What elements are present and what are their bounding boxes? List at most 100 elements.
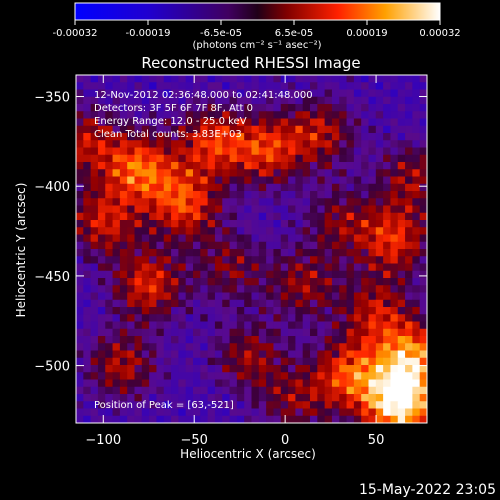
heatmap-pixel <box>397 415 406 423</box>
heatmap-pixel <box>419 292 427 301</box>
heatmap-pixel <box>156 270 165 279</box>
heatmap-pixel <box>353 205 362 214</box>
heatmap-pixel <box>258 191 267 199</box>
heatmap-pixel <box>412 270 421 279</box>
heatmap-pixel <box>119 220 128 228</box>
heatmap-pixel <box>119 401 128 410</box>
heatmap-pixel <box>134 292 143 301</box>
heatmap-pixel <box>193 147 201 156</box>
heatmap-pixel <box>185 328 194 337</box>
heatmap-pixel <box>83 285 92 294</box>
heatmap-pixel <box>295 191 304 199</box>
heatmap-pixel <box>134 278 143 286</box>
heatmap-pixel <box>405 249 413 257</box>
heatmap-pixel <box>185 96 194 105</box>
heatmap-pixel <box>214 241 223 250</box>
heatmap-pixel <box>119 104 128 112</box>
heatmap-pixel <box>419 169 427 178</box>
heatmap-pixel <box>273 256 282 265</box>
heatmap-pixel <box>214 336 223 344</box>
heatmap-pixel <box>200 401 209 410</box>
heatmap-pixel <box>317 234 326 243</box>
heatmap-pixel <box>222 220 231 228</box>
heatmap-pixel <box>236 263 245 272</box>
heatmap-pixel <box>105 314 114 323</box>
heatmap-pixel <box>397 183 406 192</box>
heatmap-pixel <box>302 140 311 149</box>
heatmap-pixel <box>141 212 150 221</box>
heatmap-pixel <box>251 111 260 120</box>
heatmap-pixel <box>193 278 201 286</box>
heatmap-pixel <box>83 140 92 149</box>
heatmap-pixel <box>141 96 150 105</box>
heatmap-pixel <box>163 386 172 395</box>
heatmap-pixel <box>331 307 340 315</box>
heatmap-pixel <box>214 191 223 199</box>
heatmap-pixel <box>295 75 304 83</box>
heatmap-pixel <box>127 111 136 120</box>
heatmap-pixel <box>273 133 282 141</box>
heatmap-pixel <box>207 379 216 388</box>
heatmap-pixel <box>156 169 165 178</box>
heatmap-pixel <box>412 343 421 352</box>
heatmap-pixel <box>251 336 260 344</box>
heatmap-pixel <box>295 343 304 352</box>
heatmap-pixel <box>368 292 377 301</box>
heatmap-pixel <box>302 379 311 388</box>
heatmap-pixel <box>310 270 318 279</box>
heatmap-pixel <box>405 307 413 315</box>
heatmap-pixel <box>171 278 179 286</box>
heatmap-pixel <box>258 299 267 308</box>
heatmap-pixel <box>390 241 399 250</box>
heatmap-pixel <box>419 205 427 214</box>
heatmap-pixel <box>361 75 370 83</box>
heatmap-image <box>76 75 427 423</box>
heatmap-pixel <box>353 198 362 207</box>
heatmap-pixel <box>361 278 370 286</box>
heatmap-pixel <box>273 415 282 423</box>
heatmap-pixel <box>412 307 421 315</box>
heatmap-pixel <box>222 256 231 265</box>
heatmap-pixel <box>273 75 282 83</box>
heatmap-pixel <box>185 270 194 279</box>
heatmap-pixel <box>288 147 296 156</box>
heatmap-pixel <box>149 191 158 199</box>
heatmap-pixel <box>412 96 421 105</box>
heatmap-pixel <box>193 401 201 410</box>
heatmap-pixel <box>214 401 223 410</box>
heatmap-pixel <box>105 205 114 214</box>
heatmap-pixel <box>83 133 92 141</box>
heatmap-pixel <box>236 176 245 185</box>
heatmap-pixel <box>200 285 209 294</box>
heatmap-pixel <box>339 365 348 373</box>
heatmap-pixel <box>149 241 158 250</box>
heatmap-pixel <box>383 278 392 286</box>
heatmap-pixel <box>149 314 158 323</box>
heatmap-pixel <box>90 292 99 301</box>
heatmap-pixel <box>90 82 99 91</box>
heatmap-pixel <box>353 256 362 265</box>
heatmap-pixel <box>112 401 121 410</box>
heatmap-pixel <box>200 162 209 170</box>
heatmap-pixel <box>419 379 427 388</box>
heatmap-pixel <box>375 154 384 163</box>
heatmap-pixel <box>361 350 370 359</box>
heatmap-pixel <box>353 415 362 423</box>
heatmap-pixel <box>214 198 223 207</box>
heatmap-pixel <box>149 299 158 308</box>
heatmap-pixel <box>236 154 245 163</box>
heatmap-pixel <box>412 133 421 141</box>
heatmap-pixel <box>280 292 289 301</box>
heatmap-pixel <box>346 285 355 294</box>
heatmap-pixel <box>324 75 333 83</box>
heatmap-pixel <box>331 140 340 149</box>
heatmap-pixel <box>105 386 114 395</box>
heatmap-pixel <box>419 336 427 344</box>
heatmap-pixel <box>244 372 253 381</box>
heatmap-pixel <box>324 314 333 323</box>
heatmap-pixel <box>119 394 128 402</box>
heatmap-pixel <box>251 249 260 257</box>
heatmap-pixel <box>90 249 99 257</box>
heatmap-pixel <box>149 75 158 83</box>
colorbar-tick-label: 6.5e-05 <box>275 28 313 39</box>
